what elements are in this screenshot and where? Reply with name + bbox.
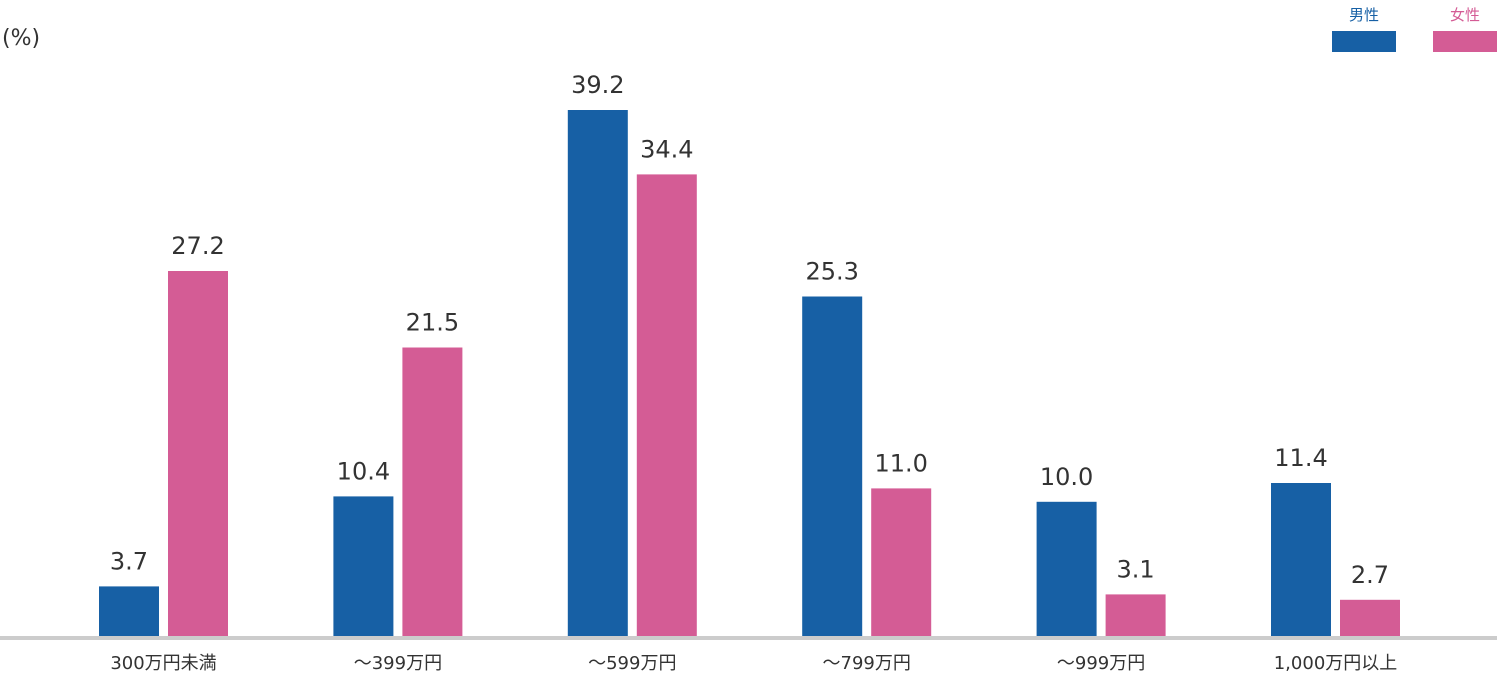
value-label-female-5: 2.7 [1351, 561, 1389, 589]
value-label-male-0: 3.7 [110, 547, 148, 575]
category-label-4: ～999万円 [1057, 653, 1145, 674]
bar-male-0 [99, 586, 159, 636]
value-label-female-4: 3.1 [1117, 555, 1155, 583]
value-label-male-5: 11.4 [1274, 444, 1327, 472]
value-label-male-2: 39.2 [571, 71, 624, 99]
bar-female-3 [871, 488, 932, 636]
legend-swatch-male [1332, 31, 1396, 52]
legend-label-female: 女性 [1450, 6, 1480, 24]
bar-female-4 [1105, 594, 1166, 636]
value-label-male-4: 10.0 [1040, 463, 1093, 491]
value-label-female-2: 34.4 [640, 135, 693, 163]
y-axis-unit-label: (%) [2, 26, 40, 51]
bar-male-1 [333, 496, 394, 636]
bar-male-5 [1271, 483, 1331, 636]
bar-female-1 [402, 347, 463, 636]
value-label-female-0: 27.2 [171, 232, 224, 260]
bar-female-5 [1340, 599, 1400, 636]
category-label-3: ～799万円 [823, 653, 911, 674]
category-labels-group: 300万円未満 ～399万円 ～599万円 ～799万円 ～999万円 1,000万円以上 [110, 653, 1397, 674]
value-labels-group: 3.7 27.2 10.4 21.5 39.2 34.4 25.3 11.0 10.0 3.1 11… [110, 71, 1389, 589]
category-label-5: 1,000万円以上 [1274, 653, 1398, 674]
legend-label-male: 男性 [1349, 6, 1379, 24]
bars-group [99, 110, 1400, 636]
value-label-male-1: 10.4 [337, 457, 390, 485]
category-label-0: 300万円未満 [110, 653, 216, 674]
bar-male-3 [802, 296, 863, 636]
category-label-2: ～599万円 [588, 653, 676, 674]
bar-female-2 [636, 174, 697, 636]
category-label-1: ～399万円 [354, 653, 442, 674]
bar-male-2 [567, 110, 628, 636]
value-label-male-3: 25.3 [805, 258, 858, 286]
value-label-female-3: 11.0 [874, 449, 927, 477]
value-label-female-1: 21.5 [406, 309, 459, 337]
bar-female-0 [168, 271, 228, 636]
legend: 男性 女性 [1332, 6, 1497, 52]
bar-male-4 [1036, 501, 1097, 636]
legend-swatch-female [1433, 31, 1497, 52]
x-axis-baseline [0, 636, 1497, 640]
